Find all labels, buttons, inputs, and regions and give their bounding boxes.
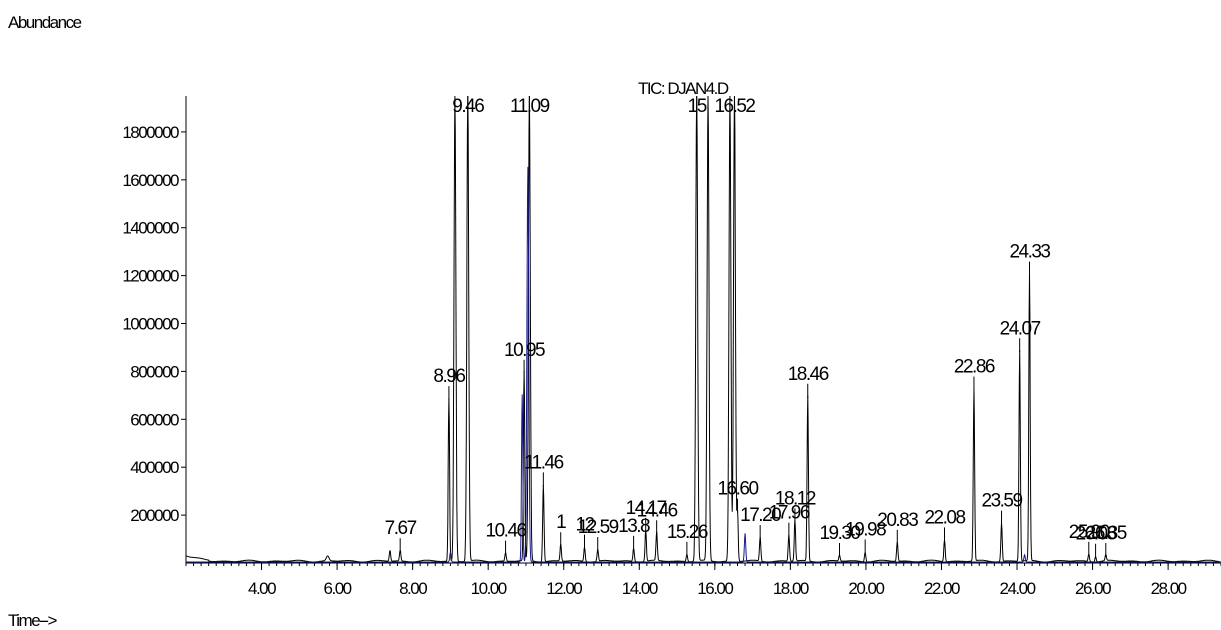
peak-label: 7.67	[385, 518, 417, 539]
x-axis-title: Time-->	[8, 611, 57, 630]
chart-title: TIC: DJAN4.D	[638, 79, 729, 98]
x-tick-label: 22.00	[924, 579, 960, 598]
y-axis-title: Abundance	[8, 13, 82, 32]
peak-label: 1	[556, 512, 566, 533]
y-tick-label: 600000	[130, 410, 179, 429]
peak-label: 12.59	[578, 517, 619, 538]
y-tick-label: 1800000	[122, 123, 179, 142]
traces	[185, 95, 1221, 563]
x-tick-label: 26.00	[1075, 579, 1111, 598]
y-tick-label: 1200000	[122, 267, 179, 286]
peak-label: 16.60	[717, 479, 758, 500]
peak-label: 18.46	[788, 364, 829, 385]
x-tick-label: 28.00	[1151, 579, 1187, 598]
peak-label: 15	[688, 96, 707, 117]
y-tick-label: 1000000	[122, 315, 179, 334]
x-tick-label: 18.00	[773, 579, 809, 598]
peak-label: 15.26	[667, 522, 708, 543]
peak-labels: 7.67 8.96 9.46 10.46 10.95 11.09 11.46 1 1212.59…	[385, 96, 1128, 558]
peak-label: 24.33	[1009, 242, 1050, 263]
peak-label: 12	[575, 515, 594, 536]
x-tick-label: 10.00	[471, 579, 507, 598]
x-tick-label: 20.00	[848, 579, 884, 598]
x-tick-label: 4.00	[248, 579, 276, 598]
x-tick-label: 16.00	[697, 579, 733, 598]
x-tick-label: 8.00	[399, 579, 427, 598]
peak-label: 10.46	[486, 521, 527, 542]
x-tick-label: 14.00	[622, 579, 658, 598]
y-tick-label: 200000	[130, 506, 179, 525]
peak-label: 14.46	[637, 500, 678, 521]
x-tick-label: 12.00	[546, 579, 582, 598]
tic-trace	[185, 95, 1221, 563]
axes: 2000004000006000008000001000000120000014…	[122, 96, 1221, 598]
y-tick-label: 800000	[130, 362, 179, 381]
peak-label: 8.96	[433, 366, 465, 387]
peak-label: 14.17	[626, 498, 667, 519]
peak-label: 24.07	[1000, 318, 1041, 339]
peak-label: 13.8	[618, 516, 650, 537]
peak-label: 9.46	[452, 96, 484, 117]
secondary-trace	[186, 166, 1221, 563]
peak-label: 19.98	[845, 519, 886, 540]
peak-label: 22.08	[924, 507, 965, 528]
peak-label: 11.46	[524, 452, 564, 473]
y-tick-label: 1600000	[122, 171, 179, 190]
peak-label: 17.20	[740, 505, 781, 526]
x-tick-label: 24.00	[999, 579, 1035, 598]
peak-label: 22.86	[954, 357, 995, 378]
peak-label: 10.95	[504, 340, 545, 361]
peak-label: 23.59	[982, 491, 1023, 512]
y-tick-label: 1400000	[122, 219, 179, 238]
peak-label: 19.30	[819, 523, 860, 544]
peak-label: 25.90	[1069, 522, 1110, 543]
peak-label: 26.08	[1076, 524, 1117, 545]
peak-label: 26.35	[1086, 523, 1127, 544]
peak-label: 11.09	[510, 96, 550, 117]
peak-label: 20.83	[877, 510, 918, 531]
peak-label: 18.12	[775, 488, 816, 509]
y-tick-label: 400000	[130, 458, 179, 477]
peak-label: 16.52	[714, 96, 755, 117]
peak-label: 17.96	[769, 503, 810, 524]
x-tick-label: 6.00	[324, 579, 352, 598]
